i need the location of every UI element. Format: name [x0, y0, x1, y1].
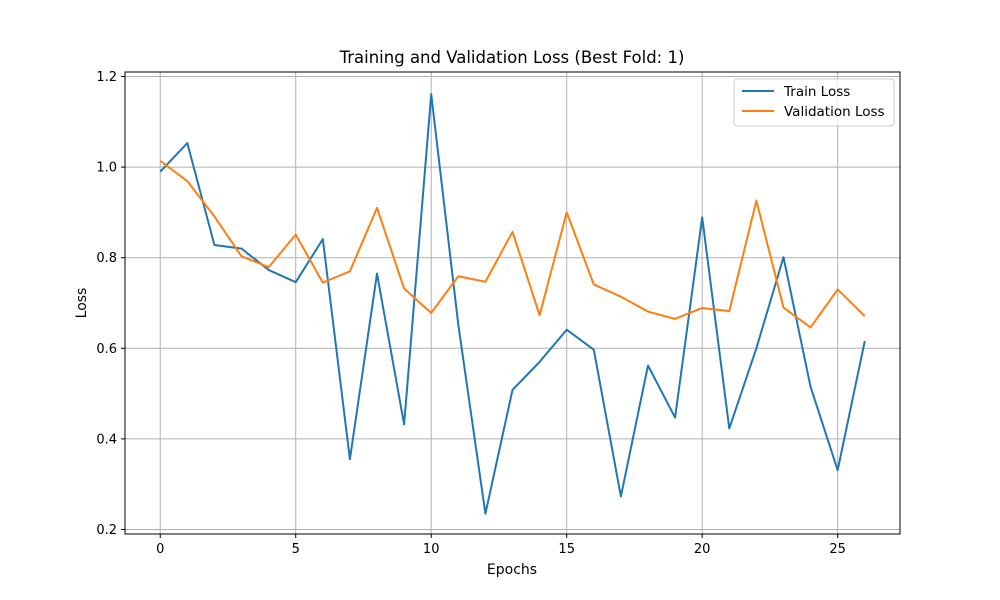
- x-tick-label: 25: [829, 542, 846, 557]
- plot-area-background: [125, 72, 900, 534]
- plot-frame: [124, 71, 901, 535]
- legend: Train Loss Validation Loss: [733, 78, 895, 127]
- x-tick-label: 10: [423, 542, 440, 557]
- series-line-validation-loss: [159, 159, 866, 329]
- series-line-train-loss: [159, 93, 866, 515]
- legend-label-train-loss: Train Loss: [783, 84, 850, 100]
- x-tick-label: 20: [694, 542, 711, 557]
- y-tick-label: 0.2: [96, 523, 117, 538]
- chart-title: Training and Validation Loss (Best Fold:…: [339, 48, 685, 67]
- x-tick-label: 15: [558, 542, 575, 557]
- y-tick-label: 0.6: [96, 342, 117, 357]
- y-tick-label: 0.4: [96, 432, 117, 447]
- y-tick-label: 1.2: [96, 70, 117, 85]
- y-axis-title: Loss: [74, 288, 90, 319]
- x-tick-label: 5: [292, 542, 300, 557]
- axis-ticks: 0 5 10 15 20 25 0.2 0.4 0.6 0.8 1.0 1.2: [96, 70, 846, 557]
- legend-label-validation-loss: Validation Loss: [784, 104, 885, 120]
- y-tick-label: 1.0: [96, 161, 117, 176]
- x-tick-label: 0: [156, 542, 164, 557]
- series-lines: [159, 93, 866, 515]
- x-axis-title: Epochs: [487, 562, 537, 578]
- y-tick-label: 0.8: [96, 251, 117, 266]
